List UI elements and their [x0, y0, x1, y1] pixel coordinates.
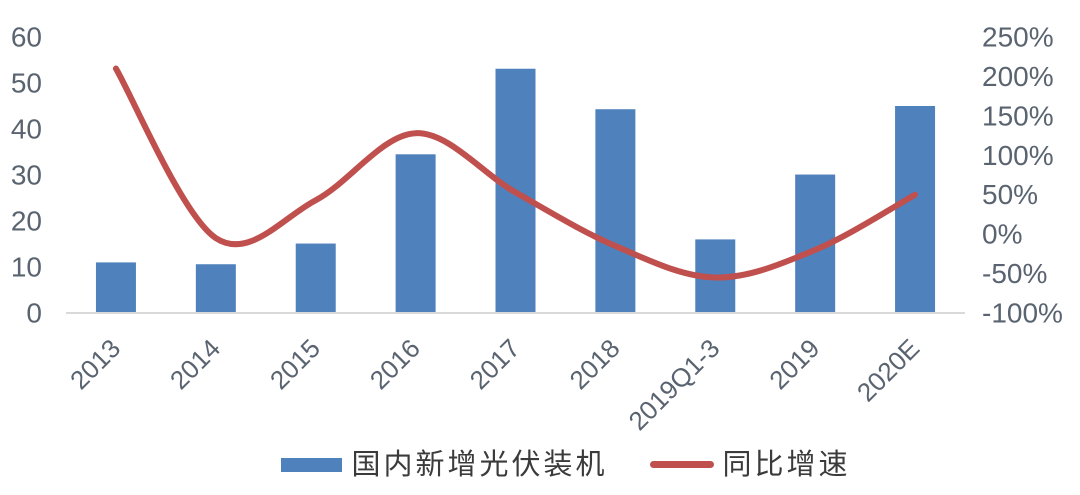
x-axis-label-2020E: 2020E: [851, 333, 925, 407]
x-axis-label-2018: 2018: [564, 333, 626, 395]
y-axis-right-tick: -50%: [982, 258, 1047, 289]
y-axis-right-tick: -100%: [982, 298, 1063, 329]
y-axis-left-tick: 30: [11, 160, 42, 191]
x-axis-label-2019: 2019: [763, 333, 825, 395]
y-axis-left-tick: 50: [11, 68, 42, 99]
bar-2020E: [895, 106, 936, 312]
x-axis-label-2016: 2016: [364, 333, 426, 395]
legend-item-line-series: 同比增速: [649, 447, 851, 481]
x-axis-label-2019Q1-3: 2019Q1-3: [623, 333, 726, 436]
line-series-label: 同比增速: [722, 447, 851, 481]
y-axis-left-tick: 40: [11, 114, 42, 145]
bar-series-label: 国内新增光伏装机: [351, 447, 608, 481]
x-axis-label-2013: 2013: [64, 333, 126, 395]
growth-line: [112, 65, 919, 281]
y-axis-right-tick: 100%: [982, 140, 1054, 171]
y-axis-right-tick: 250%: [982, 22, 1054, 53]
y-axis-left-tick: 60: [11, 22, 42, 53]
line-series-swatch: [649, 461, 714, 468]
x-axis-label-2015: 2015: [264, 333, 326, 395]
y-axis-left-tick: 20: [11, 206, 42, 237]
y-axis-left-tick: 0: [26, 298, 42, 329]
bar-2018: [595, 109, 636, 312]
y-axis-right-tick: 50%: [982, 179, 1038, 210]
legend-item-bar-series: 国内新增光伏装机: [281, 450, 607, 479]
bar-2016: [395, 154, 436, 312]
y-axis-right-tick: 200%: [982, 61, 1054, 92]
bar-2015: [295, 243, 336, 312]
bar-series-swatch: [281, 457, 343, 472]
legend: 国内新增光伏装机 同比增速: [26, 450, 1080, 479]
x-axis-label-2017: 2017: [464, 333, 526, 395]
y-axis-left-tick: 10: [11, 252, 42, 283]
bar-2014: [195, 264, 236, 312]
y-axis-right-tick: 150%: [982, 100, 1054, 131]
x-axis-label-2014: 2014: [164, 333, 226, 395]
bar-2013: [95, 262, 136, 312]
y-axis-right-tick: 0%: [982, 219, 1022, 250]
